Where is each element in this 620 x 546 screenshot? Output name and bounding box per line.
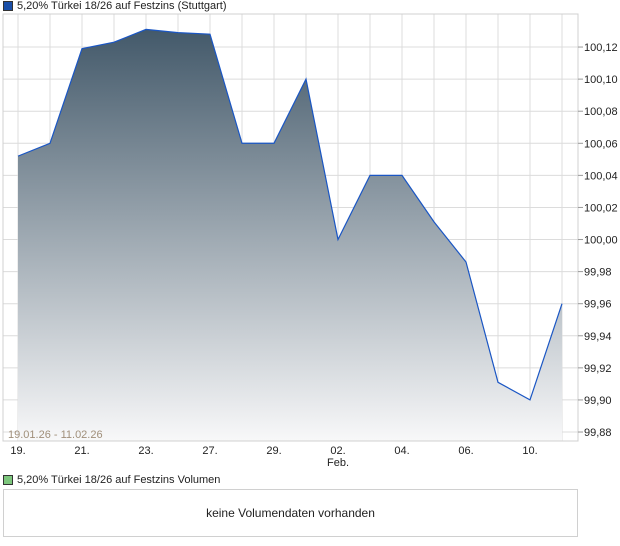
legend-volume: 5,20% Türkei 18/26 auf Festzins Volumen: [3, 474, 220, 486]
date-range-label: 19.01.26 - 11.02.26: [8, 429, 103, 441]
series-color-square: [3, 1, 13, 11]
legend-volume-label: 5,20% Türkei 18/26 auf Festzins Volumen: [17, 474, 221, 486]
x-sublabel: Feb.: [327, 457, 349, 469]
x-tick-label: 02.: [330, 445, 345, 457]
y-tick-label: 100,00: [584, 235, 618, 247]
x-tick-label: 27.: [202, 445, 217, 457]
y-tick-label: 100,08: [584, 106, 618, 118]
price-area: [18, 29, 562, 441]
volume-empty-message: keine Volumendaten vorhanden: [206, 506, 375, 520]
x-tick-label: 19.: [10, 445, 25, 457]
y-tick-label: 100,10: [584, 74, 618, 86]
x-tick-label: 06.: [458, 445, 473, 457]
y-tick-label: 100,02: [584, 202, 618, 214]
volume-panel: keine Volumendaten vorhanden: [3, 489, 578, 537]
volume-color-square: [3, 475, 13, 485]
y-tick-label: 99,92: [584, 363, 612, 375]
price-chart: 19.01.26 - 11.02.26 100,12 100,10 100,08 10…: [2, 13, 618, 469]
y-tick-label: 99,98: [584, 267, 612, 279]
y-tick-label: 100,04: [584, 170, 618, 182]
y-tick-label: 99,88: [584, 427, 612, 439]
legend-main: 5,20% Türkei 18/26 auf Festzins (Stuttga…: [3, 0, 227, 12]
x-tick-label: 29.: [266, 445, 281, 457]
y-tick-label: 99,96: [584, 299, 612, 311]
y-tick-label: 99,90: [584, 395, 612, 407]
y-tick-label: 100,12: [584, 42, 618, 54]
x-tick-label: 23.: [138, 445, 153, 457]
plot-border: [2, 13, 579, 442]
x-tick-label: 04.: [394, 445, 409, 457]
y-tick-label: 100,06: [584, 138, 618, 150]
x-tick-label: 21.: [74, 445, 89, 457]
y-tick-label: 99,94: [584, 331, 612, 343]
x-tick-label: 10.: [522, 445, 537, 457]
price-line: [17, 28, 563, 401]
legend-main-label: 5,20% Türkei 18/26 auf Festzins (Stuttga…: [17, 0, 227, 12]
